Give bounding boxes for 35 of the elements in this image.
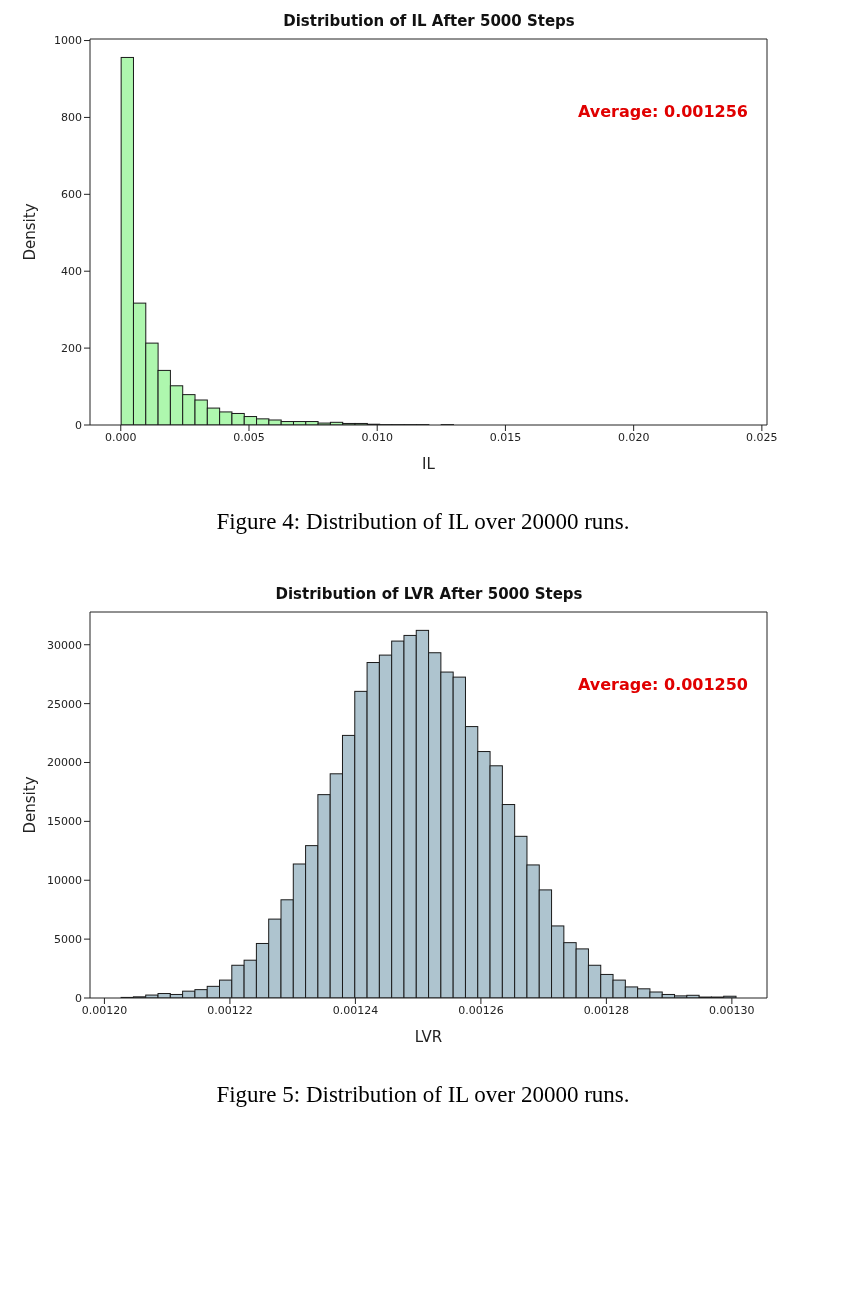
x-tick-label: 0.015 bbox=[489, 430, 522, 444]
caption: Figure 4: Distribution of IL over 20000 runs. bbox=[215, 509, 631, 535]
x-tick-label: 0.000 bbox=[105, 430, 137, 444]
y-tick-label: 30000 bbox=[47, 638, 82, 652]
y-tick-label: 0 bbox=[75, 418, 82, 432]
y-tick-label: 1000 bbox=[54, 34, 82, 48]
x-tick-label: 0.00124 bbox=[332, 1003, 379, 1017]
y-tick-label: 200 bbox=[61, 342, 82, 356]
x-tick-label: 0.020 bbox=[617, 430, 650, 444]
x-tick-label: 0.00122 bbox=[207, 1003, 253, 1017]
annotation: Average: 0.001256 bbox=[577, 102, 748, 121]
x-tick-label: 0.00130 bbox=[709, 1003, 755, 1017]
y-axis-title: Density bbox=[21, 203, 40, 261]
x-tick-label: 0.00120 bbox=[81, 1003, 128, 1017]
y-tick-label: 800 bbox=[61, 111, 82, 125]
y-axis-title: Density bbox=[21, 776, 40, 834]
y-tick-label: 400 bbox=[61, 265, 82, 279]
chart-title: Distribution of LVR After 5000 Steps bbox=[274, 585, 584, 605]
x-axis-title: LVR bbox=[414, 1028, 443, 1046]
x-tick-label: 0.010 bbox=[361, 430, 393, 444]
annotation: Average: 0.001250 bbox=[577, 675, 748, 694]
y-tick-label: 20000 bbox=[47, 756, 82, 770]
y-tick-label: 15000 bbox=[47, 815, 82, 829]
y-tick-label: 25000 bbox=[47, 697, 82, 711]
x-tick-label: 0.005 bbox=[233, 430, 265, 444]
y-tick-label: 600 bbox=[61, 188, 82, 202]
y-tick-label: 10000 bbox=[47, 874, 82, 888]
x-axis-title: IL bbox=[422, 455, 436, 473]
x-tick-label: 0.00126 bbox=[458, 1003, 504, 1017]
x-tick-label: 0.025 bbox=[746, 430, 778, 444]
y-tick-label: 5000 bbox=[54, 933, 82, 947]
x-tick-label: 0.00128 bbox=[583, 1003, 630, 1017]
y-tick-label: 0 bbox=[75, 991, 82, 1005]
chart-title: Distribution of IL After 5000 Steps bbox=[282, 12, 576, 32]
caption: Figure 5: Distribution of IL over 20000 runs. bbox=[215, 1082, 631, 1108]
